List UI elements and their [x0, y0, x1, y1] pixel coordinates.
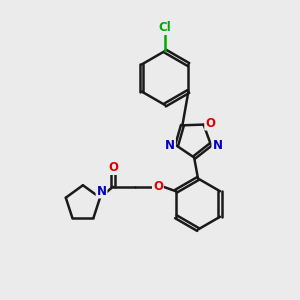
Text: Cl: Cl: [159, 21, 171, 34]
Text: O: O: [153, 180, 163, 193]
Text: N: N: [212, 140, 222, 152]
Text: N: N: [97, 184, 106, 198]
Text: O: O: [108, 161, 118, 174]
Text: N: N: [165, 139, 175, 152]
Text: O: O: [205, 117, 215, 130]
